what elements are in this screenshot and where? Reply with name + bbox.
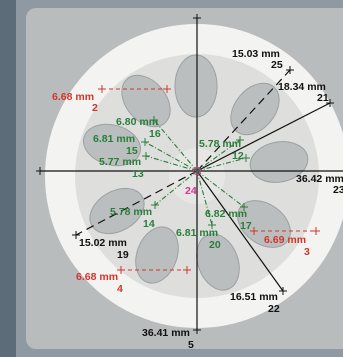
line-18-34-mm[interactable] — [196, 102, 331, 172]
line-16-51-mm[interactable] — [196, 170, 284, 292]
measure-value: 36.41 mm — [142, 327, 190, 339]
measure-index: 25 — [271, 59, 283, 71]
measure-value: 6.81 mm — [93, 133, 135, 145]
measure-value: 6.68 mm — [76, 271, 118, 283]
wheel-hole — [249, 141, 309, 183]
measure-index: 4 — [117, 283, 123, 295]
center-label: 24 — [185, 185, 197, 197]
left-sidebar-strip — [0, 0, 16, 357]
measure-value: 36.42 mm — [296, 173, 343, 185]
measure-value: 16.51 mm — [230, 291, 278, 303]
line-15-02-mm[interactable] — [75, 170, 198, 236]
measure-index: 2 — [92, 102, 98, 114]
wheel-hole — [121, 74, 171, 128]
measure-value: 6.82 mm — [205, 208, 247, 220]
measure-index: 5 — [188, 339, 194, 351]
measure-index: 12 — [232, 150, 244, 162]
wheel-hole — [89, 187, 145, 235]
measure-index: 16 — [149, 128, 161, 140]
line-15-03-mm[interactable] — [196, 69, 291, 172]
measure-index: 22 — [268, 303, 280, 315]
line-6-80-mm[interactable] — [153, 119, 198, 172]
measure-index: 17 — [240, 220, 252, 232]
green-endpoint-ticks — [141, 116, 250, 229]
measure-value: 18.34 mm — [278, 81, 326, 93]
measure-value: 15.03 mm — [232, 48, 280, 60]
measure-value: 5.77 mm — [99, 156, 141, 168]
measure-index: 20 — [209, 239, 221, 251]
measure-value: 5.78 mm — [110, 206, 152, 218]
measure-value: 6.68 mm — [52, 91, 94, 103]
wheel-hole — [135, 226, 179, 284]
measure-index: 23 — [333, 184, 343, 196]
wheel-hole — [196, 233, 240, 291]
wheel-hole — [174, 54, 218, 118]
measure-value: 6.80 mm — [116, 116, 158, 128]
black-endpoint-ticks — [36, 14, 334, 334]
center-marker[interactable] — [192, 166, 202, 176]
measure-index: 13 — [132, 168, 144, 180]
measure-index: 3 — [304, 246, 310, 258]
measure-value: 15.02 mm — [79, 237, 127, 249]
measure-value: 6.81 mm — [176, 227, 218, 239]
measure-value: 6.69 mm — [264, 234, 306, 246]
measure-index: 15 — [126, 145, 138, 157]
line-5-78-mm-lower[interactable] — [154, 170, 198, 206]
measure-value: 5.78 mm — [199, 138, 241, 150]
line-5-77-mm[interactable] — [145, 155, 198, 172]
measure-index: 21 — [317, 92, 329, 104]
line-5-78-mm-upper[interactable] — [196, 139, 241, 172]
measure-index: 19 — [117, 249, 129, 261]
red-measure-lines — [98, 85, 320, 274]
line-5-78-mm-right[interactable] — [196, 157, 247, 172]
green-measure-lines — [144, 119, 247, 226]
wheel-hole — [83, 123, 141, 167]
measure-index: 14 — [143, 218, 155, 230]
